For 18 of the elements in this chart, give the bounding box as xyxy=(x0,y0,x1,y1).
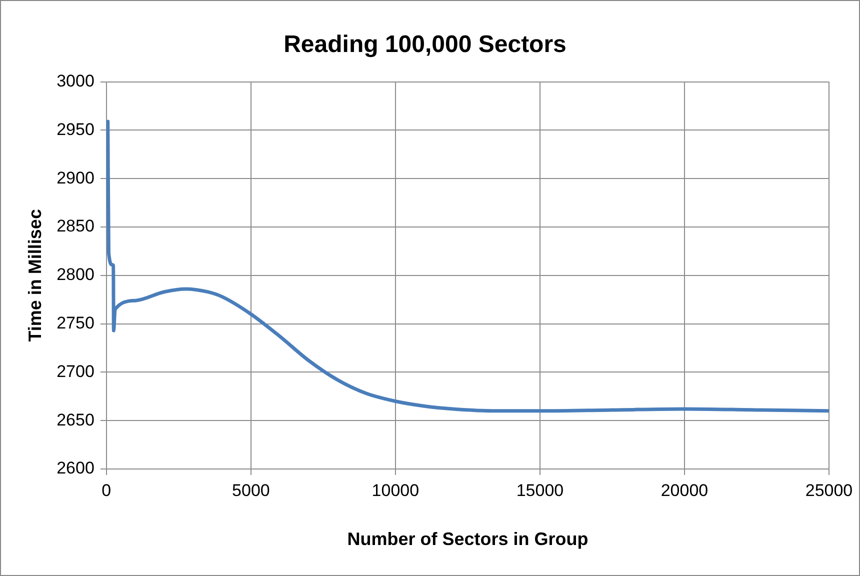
x-tick-label: 15000 xyxy=(516,480,564,500)
y-tick-label: 2800 xyxy=(56,265,94,284)
y-tick-label: 2750 xyxy=(56,313,94,332)
y-tick-label: 2700 xyxy=(56,362,94,381)
x-tick-label: 25000 xyxy=(805,480,853,500)
y-tick-label: 2850 xyxy=(56,216,94,236)
y-tick-label: 2950 xyxy=(56,120,94,139)
x-tick-label: 10000 xyxy=(372,480,420,500)
chart-title: Reading 100,000 Sectors xyxy=(284,31,566,58)
x-tick-label: 20000 xyxy=(660,480,708,500)
x-tick-label: 0 xyxy=(102,480,112,500)
x-axis-title: Number of Sectors in Group xyxy=(347,529,588,550)
y-tick-label: 2650 xyxy=(56,410,94,430)
y-axis-title: Time in Millisec xyxy=(24,209,45,342)
y-tick-label: 3000 xyxy=(56,71,94,90)
x-tick-label: 5000 xyxy=(232,480,270,500)
y-tick-label: 2600 xyxy=(56,458,94,478)
y-tick-label: 2900 xyxy=(56,168,94,188)
